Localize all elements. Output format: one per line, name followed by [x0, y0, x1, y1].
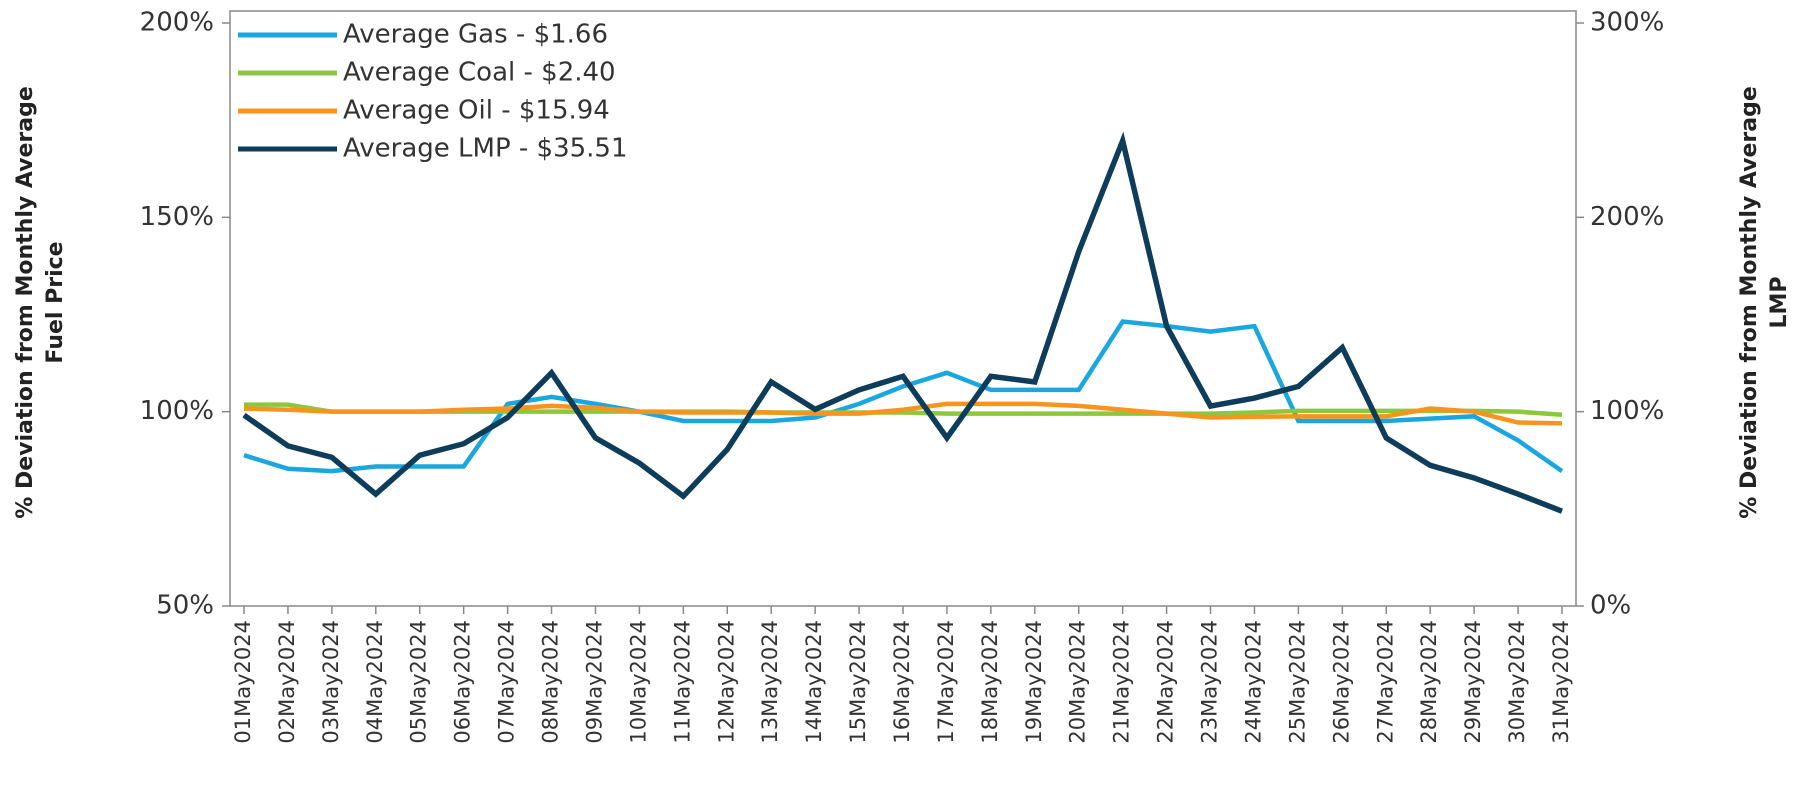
x-tick-label: 21May2024	[1110, 620, 1134, 744]
x-tick-label: 06May2024	[451, 620, 475, 744]
y-tick-label: 200%	[140, 8, 214, 38]
x-tick-label: 19May2024	[1022, 620, 1046, 744]
x-tick-label: 13May2024	[758, 620, 782, 744]
x-tick-label: 15May2024	[846, 620, 870, 744]
series-line	[242, 131, 1563, 514]
y-axis-title: Fuel Price	[43, 241, 68, 363]
x-tick-label: 10May2024	[626, 620, 650, 744]
y2-tick-label: 0%	[1590, 591, 1631, 621]
x-tick-label: 16May2024	[890, 620, 914, 744]
y2-tick-label: 300%	[1590, 8, 1664, 38]
x-tick-label: 11May2024	[670, 620, 694, 744]
series-line	[243, 401, 1563, 426]
y2-tick-label: 200%	[1590, 202, 1664, 232]
x-tick-label: 17May2024	[934, 620, 958, 744]
legend-label: Average LMP - $35.51	[343, 134, 628, 164]
x-tick-label: 29May2024	[1461, 620, 1485, 744]
x-tick-label: 04May2024	[363, 620, 387, 744]
y2-tick-label: 100%	[1590, 396, 1664, 426]
x-tick-label: 24May2024	[1241, 620, 1265, 744]
legend-label: Average Gas - $1.66	[343, 20, 608, 50]
x-tick-label: 30May2024	[1505, 620, 1529, 744]
x-tick-label: 23May2024	[1198, 620, 1222, 744]
x-tick-label: 18May2024	[978, 620, 1002, 744]
x-tick-label: 28May2024	[1417, 620, 1441, 744]
y-tick-label: 50%	[156, 591, 214, 621]
x-tick-label: 07May2024	[495, 620, 519, 744]
legend-label: Average Coal - $2.40	[343, 58, 616, 88]
x-tick-label: 22May2024	[1154, 620, 1178, 744]
x-tick-label: 12May2024	[714, 620, 738, 744]
x-tick-label: 03May2024	[319, 620, 343, 744]
x-tick-label: 20May2024	[1066, 620, 1090, 744]
y2-axis-title: % Deviation from Monthly Average	[1737, 86, 1762, 518]
y2-axis-title: LMP	[1767, 276, 1792, 328]
x-tick-label: 25May2024	[1285, 620, 1309, 744]
y-tick-label: 100%	[140, 396, 214, 426]
x-tick-label: 26May2024	[1329, 620, 1353, 744]
y-tick-label: 150%	[140, 202, 214, 232]
x-tick-label: 02May2024	[275, 620, 299, 744]
x-tick-label: 27May2024	[1373, 620, 1397, 744]
y-axis-title: % Deviation from Monthly Average	[13, 86, 38, 518]
series-line	[243, 319, 1564, 474]
x-tick-label: 01May2024	[231, 620, 255, 744]
x-tick-label: 05May2024	[407, 620, 431, 744]
x-tick-label: 09May2024	[582, 620, 606, 744]
x-tick-label: 08May2024	[539, 620, 563, 744]
x-tick-label: 31May2024	[1549, 620, 1573, 744]
x-tick-label: 14May2024	[802, 620, 826, 744]
legend-label: Average Oil - $15.94	[343, 96, 610, 126]
